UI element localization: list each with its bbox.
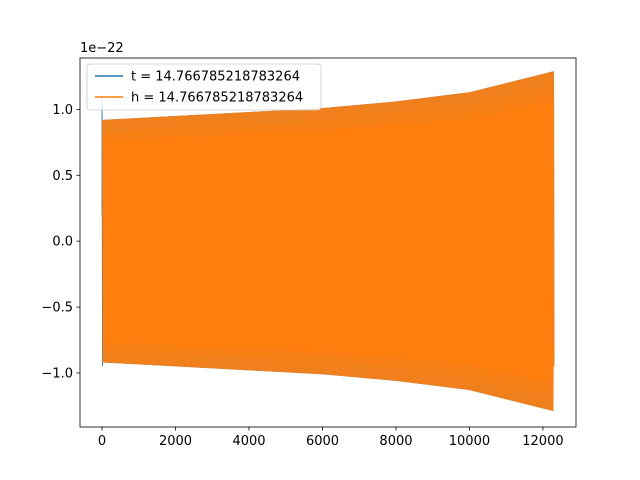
legend-label-2: h = 14.766785218783264 [131,91,303,106]
legend-box [86,63,322,111]
x-axis: 0 2000 4000 6000 8000 10000 12000 [98,427,564,449]
y-tick-label: −0.5 [41,301,73,316]
y-tick-label: −1.0 [41,366,73,381]
x-tick-label: 8000 [379,434,412,449]
y-tick-label: 0.0 [52,235,73,250]
x-tick-label: 12000 [522,434,563,449]
x-tick-label: 10000 [449,434,490,449]
series-layer [101,71,555,411]
x-tick-label: 4000 [232,434,265,449]
y-offset-text: 1e−22 [80,41,124,56]
y-axis: −1.0 −0.5 0.0 0.5 1.0 [41,103,80,381]
legend-label-1: t = 14.766785218783264 [131,70,300,85]
x-tick-label: 6000 [306,434,339,449]
x-tick-label: 2000 [159,434,192,449]
y-tick-label: 0.5 [52,169,73,184]
y-tick-label: 1.0 [52,103,73,118]
axes-frame [79,57,577,428]
plot-area [79,57,577,428]
x-tick-label: 0 [98,434,106,449]
series-line-2 [102,71,555,411]
legend: t = 14.766785218783264 h = 14.76678521878… [86,63,322,111]
